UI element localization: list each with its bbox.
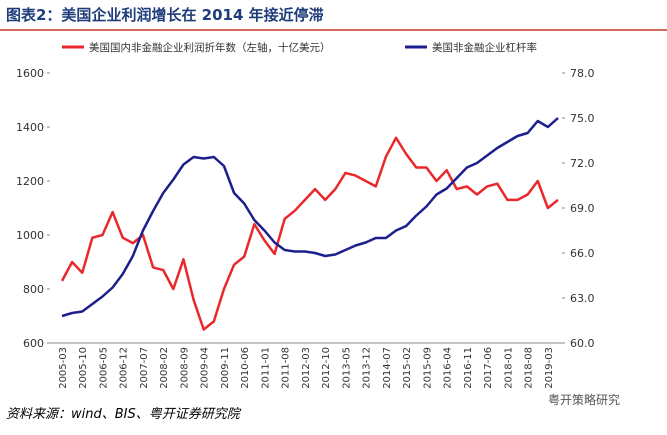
y2-tick-label: 63.0 (570, 292, 595, 305)
y2-tick-label: 69.0 (570, 202, 595, 215)
x-tick-label: 2018-08 (524, 347, 535, 389)
y2-tick-label: 60.0 (570, 337, 595, 350)
x-tick-label: 2008-09 (179, 347, 190, 389)
x-tick-label: 2005-03 (58, 347, 69, 389)
y-tick-label: 800 (23, 283, 44, 296)
x-tick-label: 2012-03 (301, 347, 312, 389)
legend-label: 美国非金融企业杠杆率 (432, 41, 537, 54)
x-tick-label: 2017-06 (483, 347, 494, 389)
x-tick-label: 2008-02 (159, 347, 170, 389)
series-line (60, 136, 559, 331)
watermark: 粤开策略研究 (548, 392, 620, 407)
x-tick-label: 2015-02 (402, 347, 413, 389)
y2-tick-label: 72.0 (570, 157, 595, 170)
y-tick-label: 1000 (16, 229, 44, 242)
x-tick-label: 2007-07 (139, 347, 150, 389)
x-tick-label: 2011-08 (281, 347, 292, 389)
x-tick-label: 2010-06 (240, 347, 251, 389)
source: 资料来源：wind、BIS、粤开证券研究院 (6, 406, 242, 422)
legend-label: 美国国内非金融企业利润折年数（左轴，十亿美元） (89, 41, 331, 54)
x-tick-label: 2013-12 (362, 347, 373, 389)
x-tick-label: 2009-04 (200, 347, 211, 389)
x-tick-label: 2013-05 (341, 347, 352, 389)
y-tick-label: 1600 (16, 67, 44, 80)
x-tick-label: 2015-09 (422, 347, 433, 389)
y2-tick-label: 75.0 (570, 112, 595, 125)
series-line (61, 117, 559, 318)
y-tick-label: 1200 (16, 175, 44, 188)
y2-tick-label: 66.0 (570, 247, 595, 260)
x-tick-label: 2012-10 (321, 347, 332, 389)
x-tick-label: 2019-03 (544, 347, 555, 389)
x-tick-label: 2009-11 (220, 347, 231, 389)
y-tick-label: 1400 (16, 121, 44, 134)
y2-tick-label: 78.0 (570, 67, 595, 80)
x-tick-label: 2018-01 (503, 347, 514, 389)
x-tick-label: 2005-10 (78, 347, 89, 389)
x-tick-label: 2016-11 (463, 347, 474, 389)
chart-title: 图表2：美国企业利润增长在 2014 年接近停滞 (6, 6, 324, 24)
x-tick-label: 2006-12 (119, 347, 130, 389)
x-tick-label: 2016-04 (443, 347, 454, 389)
x-tick-label: 2011-01 (260, 347, 271, 389)
x-tick-label: 2014-07 (382, 347, 393, 389)
x-tick-label: 2006-05 (98, 347, 109, 389)
y-tick-label: 600 (23, 337, 44, 350)
